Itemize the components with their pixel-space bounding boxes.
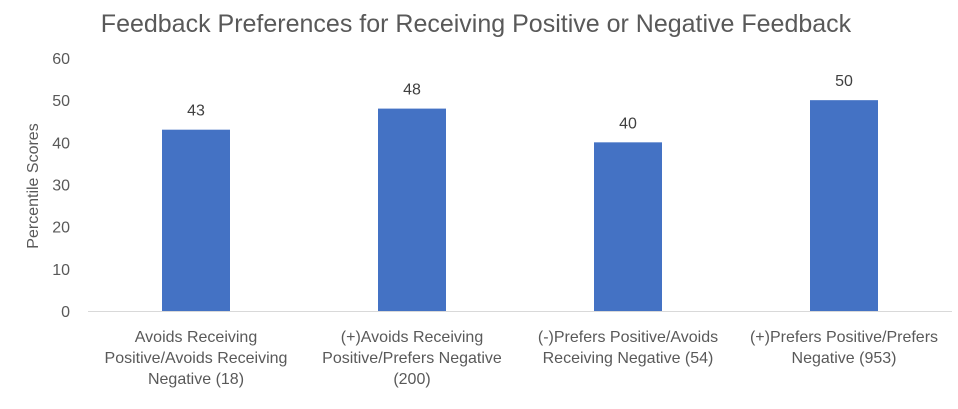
bar bbox=[810, 100, 878, 312]
y-tick-label: 20 bbox=[52, 220, 70, 237]
x-tick-label-line: (200) bbox=[393, 371, 430, 388]
y-axis: 0 10 20 30 40 50 60 bbox=[52, 51, 70, 321]
x-tick-label: (+)Avoids Receiving Positive/Prefers Nega… bbox=[322, 329, 502, 388]
y-tick-label: 30 bbox=[52, 178, 70, 195]
x-tick-label-line: Avoids Receiving bbox=[135, 329, 257, 346]
x-tick-label: Avoids Receiving Positive/Avoids Receivin… bbox=[105, 329, 288, 388]
bar bbox=[162, 129, 230, 311]
x-tick-label: (+)Prefers Positive/Prefers Negative (953… bbox=[750, 329, 938, 367]
x-tick-label-line: Negative (18) bbox=[148, 371, 244, 388]
x-tick-label-line: (-)Prefers Positive/Avoids bbox=[538, 329, 718, 346]
x-tick-label-line: Positive/Prefers Negative bbox=[322, 350, 502, 367]
x-tick-label-line: (+)Avoids Receiving bbox=[341, 329, 483, 346]
y-tick-label: 40 bbox=[52, 135, 70, 152]
bar bbox=[594, 142, 662, 311]
x-tick-label: (-)Prefers Positive/Avoids Receiving Nega… bbox=[538, 329, 718, 367]
bar bbox=[378, 108, 446, 311]
y-axis-title: Percentile Scores bbox=[25, 123, 42, 248]
x-tick-label-line: Receiving Negative (54) bbox=[543, 350, 714, 367]
data-label: 43 bbox=[187, 103, 205, 120]
y-tick-label: 0 bbox=[61, 304, 70, 321]
chart-title: Feedback Preferences for Receiving Posit… bbox=[101, 10, 852, 38]
bar-series bbox=[162, 100, 878, 312]
data-labels: 43 48 40 50 bbox=[187, 73, 853, 132]
x-tick-label-line: Negative (953) bbox=[792, 350, 897, 367]
y-tick-label: 50 bbox=[52, 93, 70, 110]
data-label: 50 bbox=[835, 73, 853, 90]
x-axis: Avoids Receiving Positive/Avoids Receivin… bbox=[105, 329, 938, 388]
data-label: 48 bbox=[403, 82, 421, 99]
data-label: 40 bbox=[619, 115, 637, 132]
x-tick-label-line: (+)Prefers Positive/Prefers bbox=[750, 329, 938, 346]
y-tick-label: 10 bbox=[52, 262, 70, 279]
x-tick-label-line: Positive/Avoids Receiving bbox=[105, 350, 288, 367]
y-tick-label: 60 bbox=[52, 51, 70, 68]
